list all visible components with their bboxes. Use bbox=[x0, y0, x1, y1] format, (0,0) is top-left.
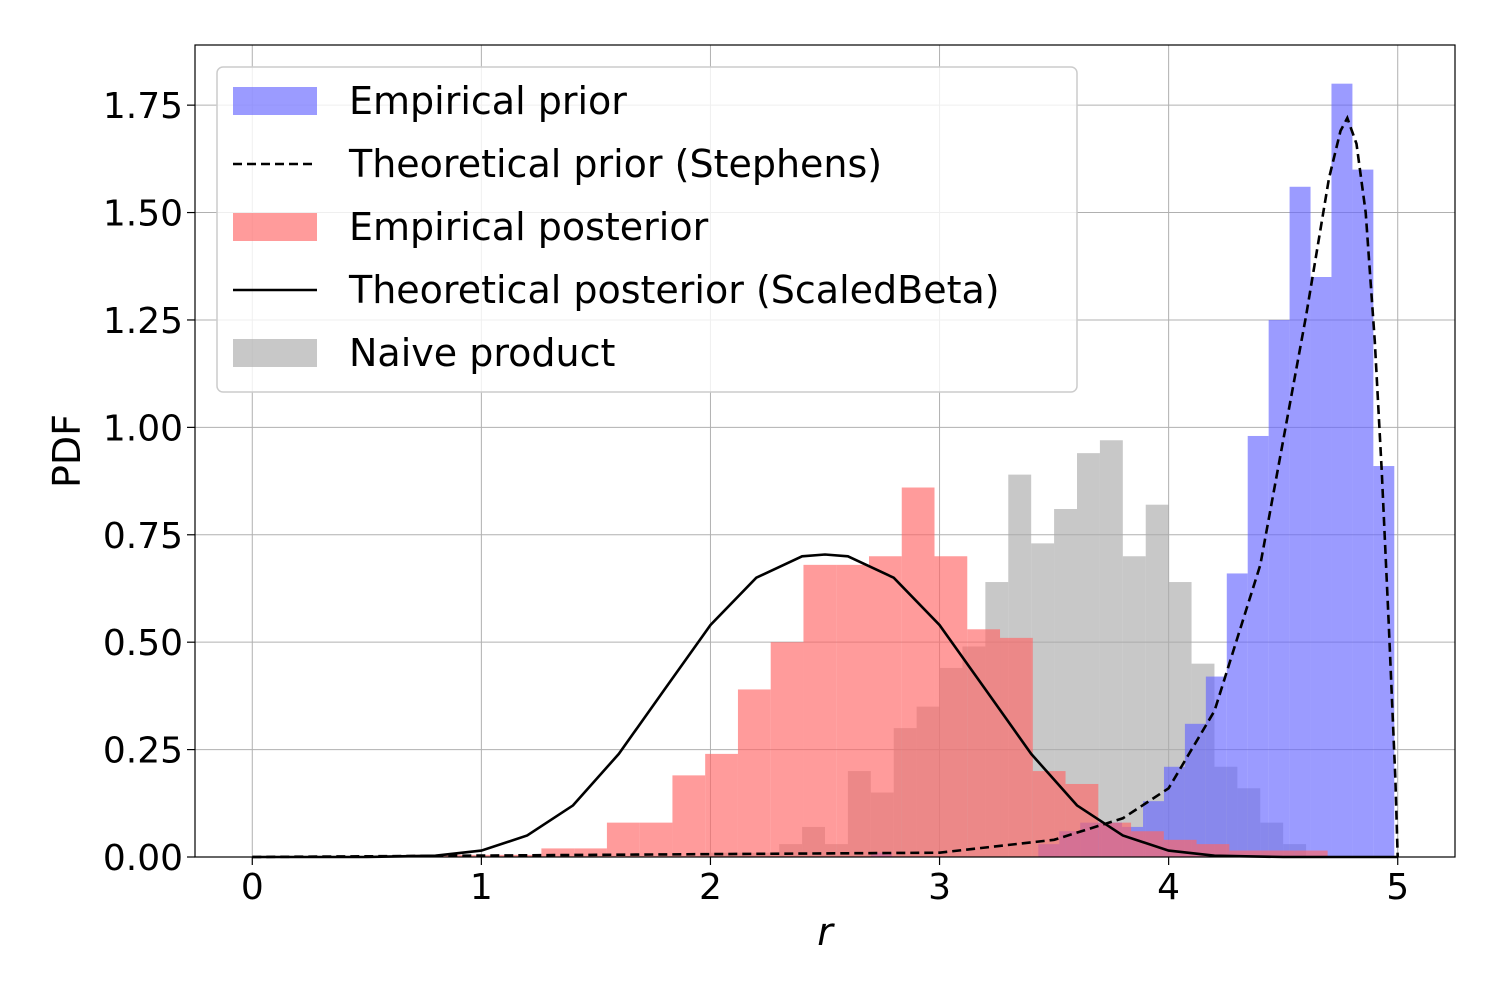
x-tick-label: 1 bbox=[470, 867, 493, 908]
histogram-bar bbox=[1352, 169, 1374, 857]
y-axis-label: PDF bbox=[45, 414, 89, 488]
histogram-bar bbox=[574, 848, 607, 857]
histogram-bar bbox=[1294, 850, 1328, 857]
histogram-bar bbox=[1373, 466, 1395, 857]
legend-label: Naive product bbox=[349, 331, 615, 375]
y-tick-label: 1.00 bbox=[103, 408, 183, 449]
histogram-bar bbox=[1054, 509, 1077, 857]
legend-label: Empirical prior bbox=[349, 79, 627, 123]
histogram-bar bbox=[1205, 676, 1227, 857]
x-tick-label: 3 bbox=[928, 867, 951, 908]
legend-label: Empirical posterior bbox=[349, 205, 709, 249]
x-axis-label: r bbox=[817, 910, 835, 954]
y-tick-label: 0.00 bbox=[103, 838, 183, 879]
y-tick-label: 0.50 bbox=[103, 623, 183, 664]
histogram-bar bbox=[836, 564, 869, 857]
histogram-bar bbox=[1289, 186, 1311, 857]
legend-label: Theoretical posterior (ScaledBeta) bbox=[348, 268, 1000, 312]
legend-swatch bbox=[233, 87, 317, 115]
y-tick-label: 1.50 bbox=[103, 194, 183, 235]
histogram-bar bbox=[1262, 850, 1295, 857]
histogram-bar bbox=[1098, 822, 1132, 857]
histogram-bar bbox=[639, 822, 673, 857]
histogram-bar bbox=[1145, 504, 1169, 857]
histogram-bar bbox=[1032, 771, 1066, 857]
histogram-bar bbox=[606, 822, 640, 857]
legend: Empirical prior Theoretical prior (Stephe… bbox=[216, 66, 1078, 393]
x-tick-label: 2 bbox=[699, 867, 722, 908]
y-tick-label: 1.25 bbox=[103, 301, 183, 342]
histogram-bar bbox=[1065, 783, 1099, 857]
y-tick-label: 1.75 bbox=[103, 86, 183, 127]
y-tick-label: 0.25 bbox=[103, 731, 183, 772]
histogram-bar bbox=[1226, 573, 1248, 857]
histogram-bar bbox=[443, 854, 476, 857]
histogram-bar bbox=[672, 775, 706, 857]
x-tick-label: 4 bbox=[1157, 867, 1180, 908]
histogram-bar bbox=[934, 556, 968, 857]
density-curves bbox=[252, 114, 1399, 859]
histogram-bar bbox=[1099, 440, 1123, 857]
histogram-bar bbox=[737, 689, 771, 857]
curve-theoretical-prior bbox=[252, 114, 1399, 859]
histogram-bar bbox=[803, 564, 837, 857]
legend-box bbox=[216, 66, 1078, 393]
histogram-bar bbox=[705, 753, 738, 857]
y-tick-label: 0.75 bbox=[103, 516, 183, 557]
plot-frame bbox=[194, 44, 1456, 858]
histogram-bar bbox=[1122, 556, 1146, 857]
histogram-bar bbox=[541, 848, 575, 857]
histogram-bar bbox=[1268, 319, 1290, 857]
legend-swatch bbox=[233, 339, 317, 367]
histogram-bar bbox=[1229, 850, 1263, 857]
histogram-bar bbox=[1331, 83, 1353, 857]
histogram-bar bbox=[1310, 277, 1332, 857]
x-tick-label: 0 bbox=[241, 867, 264, 908]
histogram-bar bbox=[868, 556, 902, 857]
x-tick-label: 5 bbox=[1386, 867, 1409, 908]
axis-ticks: 0 1 2 3 4 5 0.00 0.25 0.50 0.75 1.00 1.25 1.50 1.75 bbox=[103, 86, 1409, 908]
curve-theoretical-posterior bbox=[252, 553, 1398, 859]
histogram-bar bbox=[1184, 723, 1206, 857]
legend-label: Theoretical prior (Stephens) bbox=[348, 142, 882, 186]
histogram-bar bbox=[770, 642, 804, 857]
histogram-bar bbox=[1247, 435, 1269, 857]
histogram-bar bbox=[1077, 453, 1100, 857]
legend-swatch bbox=[233, 213, 317, 241]
histogram-bar bbox=[901, 487, 935, 857]
histogram-bar bbox=[967, 629, 1001, 857]
